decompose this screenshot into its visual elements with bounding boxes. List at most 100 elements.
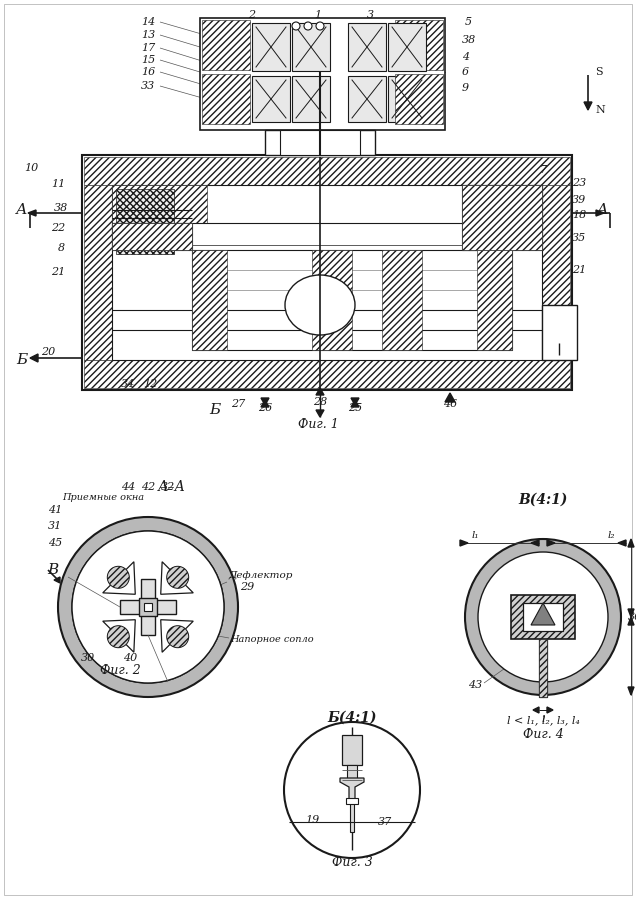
Text: 38: 38 xyxy=(54,203,68,213)
Bar xyxy=(388,23,426,71)
Bar xyxy=(112,185,207,223)
Polygon shape xyxy=(161,562,193,594)
Bar xyxy=(539,639,547,697)
Bar xyxy=(395,20,443,70)
Text: 6: 6 xyxy=(462,67,469,77)
Polygon shape xyxy=(316,388,324,395)
Bar xyxy=(523,603,563,631)
Bar xyxy=(141,579,155,635)
Polygon shape xyxy=(618,540,626,546)
Bar xyxy=(252,76,290,122)
Bar xyxy=(511,595,575,639)
Circle shape xyxy=(292,22,300,30)
Circle shape xyxy=(304,22,312,30)
Text: 35: 35 xyxy=(572,233,586,243)
Text: 22: 22 xyxy=(51,223,65,233)
Bar xyxy=(116,189,174,254)
Text: 15: 15 xyxy=(141,55,155,65)
Polygon shape xyxy=(103,619,135,653)
Circle shape xyxy=(316,22,324,30)
Text: 16: 16 xyxy=(141,67,155,77)
Text: 37: 37 xyxy=(378,817,392,827)
Text: l < l₁, l₂, l₃, l₄: l < l₁, l₂, l₃, l₄ xyxy=(506,715,579,725)
Text: 41: 41 xyxy=(48,505,62,515)
Circle shape xyxy=(478,552,608,682)
Text: Фиг. 1: Фиг. 1 xyxy=(298,419,338,432)
Text: 17: 17 xyxy=(141,43,155,53)
Polygon shape xyxy=(460,540,468,546)
Text: Фиг. 2: Фиг. 2 xyxy=(100,663,141,677)
Bar xyxy=(200,18,445,130)
Bar xyxy=(395,74,443,124)
Polygon shape xyxy=(161,619,193,653)
Text: 43: 43 xyxy=(467,680,482,690)
Text: А: А xyxy=(17,203,28,217)
Polygon shape xyxy=(555,325,563,343)
Text: S: S xyxy=(595,67,603,77)
Polygon shape xyxy=(596,210,604,216)
Text: Напорное сопло: Напорное сопло xyxy=(230,636,314,645)
Bar xyxy=(292,23,330,71)
Text: 39: 39 xyxy=(572,195,586,205)
Text: 21: 21 xyxy=(51,267,65,277)
Bar xyxy=(139,598,157,616)
Text: 29: 29 xyxy=(240,582,254,592)
Circle shape xyxy=(465,539,621,695)
Text: Дефлектор: Дефлектор xyxy=(228,571,293,580)
Circle shape xyxy=(167,566,189,588)
Text: 44: 44 xyxy=(121,482,135,492)
Polygon shape xyxy=(628,539,634,547)
Text: 31: 31 xyxy=(48,521,62,531)
Polygon shape xyxy=(54,577,60,583)
Bar xyxy=(346,798,358,804)
Text: 42: 42 xyxy=(141,482,155,492)
Bar xyxy=(462,185,542,250)
Text: А–А: А–А xyxy=(158,480,186,494)
Bar xyxy=(192,250,227,350)
Polygon shape xyxy=(103,562,135,594)
Bar xyxy=(202,74,250,124)
Text: Фиг. 3: Фиг. 3 xyxy=(331,856,372,868)
Text: 10: 10 xyxy=(24,163,38,173)
Text: 11: 11 xyxy=(51,179,65,189)
Text: 26: 26 xyxy=(258,403,272,413)
Bar xyxy=(350,802,354,832)
Bar xyxy=(84,360,570,388)
Bar xyxy=(342,735,362,765)
Text: Б(4:1): Б(4:1) xyxy=(328,711,377,725)
Circle shape xyxy=(72,531,224,683)
Text: Б: Б xyxy=(209,403,221,417)
Bar xyxy=(112,185,542,223)
Circle shape xyxy=(107,566,129,588)
Text: 34: 34 xyxy=(121,379,135,389)
Text: 13: 13 xyxy=(141,30,155,40)
Bar xyxy=(112,223,192,250)
Circle shape xyxy=(58,517,238,697)
Polygon shape xyxy=(584,78,592,85)
Text: 46: 46 xyxy=(443,399,457,409)
Text: 40: 40 xyxy=(123,653,137,663)
Text: 8: 8 xyxy=(58,243,65,253)
Bar xyxy=(82,155,572,390)
Text: 12: 12 xyxy=(143,379,157,389)
Text: 20: 20 xyxy=(41,347,55,357)
Polygon shape xyxy=(547,540,555,546)
Text: В(4:1): В(4:1) xyxy=(518,493,568,507)
Circle shape xyxy=(284,722,420,858)
Polygon shape xyxy=(531,540,539,546)
Polygon shape xyxy=(547,707,553,713)
Bar xyxy=(252,23,290,71)
Polygon shape xyxy=(351,400,359,407)
Polygon shape xyxy=(351,398,359,405)
Bar xyxy=(112,223,192,250)
Bar xyxy=(202,20,250,70)
Bar xyxy=(348,23,386,71)
Polygon shape xyxy=(531,603,555,625)
Circle shape xyxy=(72,531,224,683)
Bar xyxy=(120,600,176,614)
Text: 32: 32 xyxy=(161,482,175,492)
Text: l₂: l₂ xyxy=(607,531,615,540)
Bar xyxy=(539,639,547,697)
Text: 2: 2 xyxy=(249,10,256,20)
Bar xyxy=(382,250,422,350)
